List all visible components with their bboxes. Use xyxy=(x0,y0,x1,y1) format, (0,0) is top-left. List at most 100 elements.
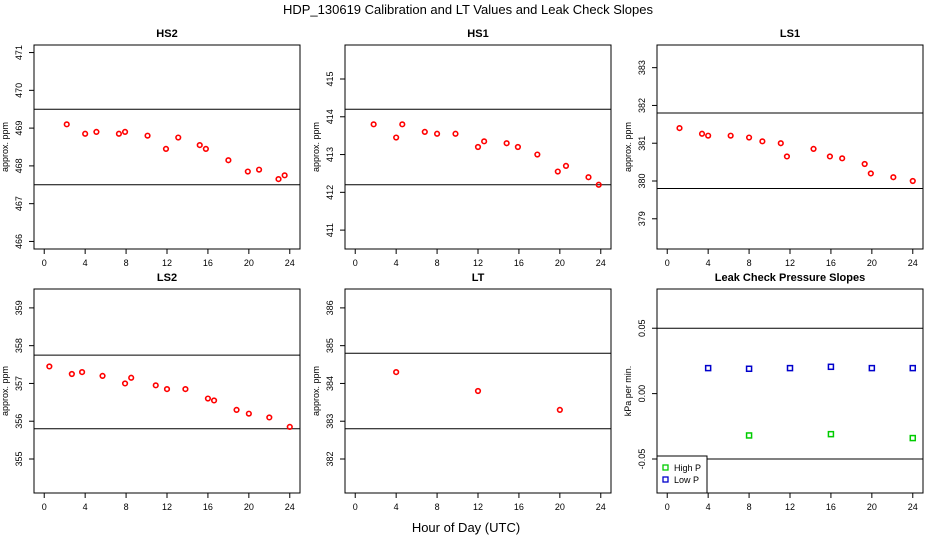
data-point xyxy=(82,130,89,137)
data-point xyxy=(204,395,212,402)
panel-5: LT approx. ppm 0 4 8 12 16 20 24 382 383 384 385 386 xyxy=(311,272,612,512)
x-tick-label: 16 xyxy=(203,258,213,268)
y-tick-label: 382 xyxy=(637,98,647,113)
x-tick-label: 24 xyxy=(285,502,295,512)
x-tick-label: 20 xyxy=(867,258,877,268)
data-point xyxy=(556,406,563,413)
panel-6: Leak Check Pressure Slopes kPa per min. 0 4… xyxy=(623,272,924,512)
y-tick-label: 380 xyxy=(637,173,647,188)
data-point xyxy=(727,132,734,139)
x-tick-label: 8 xyxy=(124,258,129,268)
data-point xyxy=(281,172,288,179)
legend-entry: High P xyxy=(674,463,701,473)
y-axis-label: approx. ppm xyxy=(0,366,10,416)
x-tick-label: 4 xyxy=(706,258,711,268)
data-point xyxy=(275,176,282,183)
y-axis-label: approx. ppm xyxy=(311,122,321,172)
x-tick-label: 20 xyxy=(244,258,254,268)
data-point xyxy=(698,130,706,137)
y-tick-label: -0.05 xyxy=(637,449,647,470)
y-tick-label: 383 xyxy=(637,60,647,75)
x-tick-label: 8 xyxy=(124,502,129,512)
y-tick-label: 357 xyxy=(14,376,24,391)
y-tick-label: 469 xyxy=(14,121,24,136)
data-point-low-p xyxy=(868,364,876,372)
data-point xyxy=(534,151,541,158)
x-tick-label: 4 xyxy=(394,502,399,512)
data-point-low-p xyxy=(704,364,712,372)
data-point xyxy=(121,380,129,387)
data-point xyxy=(370,121,377,128)
x-tick-label: 24 xyxy=(908,502,918,512)
panel-frame xyxy=(656,44,924,250)
x-tick-label: 8 xyxy=(435,258,440,268)
y-tick-label: 411 xyxy=(325,223,335,237)
data-point xyxy=(890,174,897,181)
x-tick-label: 0 xyxy=(665,258,670,268)
data-point xyxy=(861,160,868,168)
x-tick-label: 16 xyxy=(514,258,524,268)
data-point xyxy=(286,423,293,430)
data-point xyxy=(783,153,791,160)
data-point xyxy=(433,130,441,137)
data-point xyxy=(474,387,482,395)
panel-frame xyxy=(344,288,612,494)
x-tick-label: 4 xyxy=(706,502,711,512)
x-tick-label: 24 xyxy=(908,258,918,268)
y-tick-label: 0.00 xyxy=(637,385,647,403)
data-point xyxy=(233,406,240,413)
data-point xyxy=(759,138,766,145)
data-point-low-p xyxy=(745,365,753,373)
y-tick-label: 358 xyxy=(14,338,24,353)
data-point xyxy=(202,145,209,152)
data-point xyxy=(225,157,232,164)
x-tick-label: 12 xyxy=(162,258,172,268)
x-tick-label: 12 xyxy=(473,502,483,512)
data-point xyxy=(452,130,459,137)
x-tick-label: 12 xyxy=(785,502,795,512)
legend-marker xyxy=(662,476,669,483)
data-point xyxy=(705,132,712,139)
y-tick-label: 359 xyxy=(14,300,24,315)
data-point xyxy=(210,397,218,404)
legend-box xyxy=(656,455,708,494)
x-tick-label: 24 xyxy=(596,502,606,512)
data-point xyxy=(514,143,522,151)
data-point xyxy=(68,370,75,378)
data-point xyxy=(481,138,488,145)
x-tick-label: 0 xyxy=(42,258,47,268)
y-tick-label: 0.05 xyxy=(637,319,647,337)
legend-marker xyxy=(662,464,669,471)
data-point xyxy=(554,168,561,175)
y-tick-label: 384 xyxy=(325,376,335,391)
data-point xyxy=(244,168,251,175)
legend-entry: Low P xyxy=(674,475,699,485)
x-tick-label: 20 xyxy=(555,258,565,268)
y-tick-label: 381 xyxy=(637,136,647,151)
panel-title: HS2 xyxy=(156,28,177,40)
y-axis-label: approx. ppm xyxy=(623,122,633,172)
x-tick-label: 0 xyxy=(353,502,358,512)
x-tick-label: 12 xyxy=(785,258,795,268)
panel-frame xyxy=(344,44,612,250)
data-point-low-p xyxy=(827,363,835,371)
data-point xyxy=(162,145,170,152)
x-tick-label: 24 xyxy=(596,258,606,268)
data-point-low-p xyxy=(909,364,917,372)
x-tick-label: 16 xyxy=(826,258,836,268)
y-tick-label: 382 xyxy=(325,451,335,466)
x-tick-label: 12 xyxy=(473,258,483,268)
data-point xyxy=(745,134,753,141)
panel-3: LS1 approx. ppm 0 4 8 12 16 20 24 379 380 381 382 383 xyxy=(623,28,924,268)
data-point xyxy=(393,369,400,376)
data-point xyxy=(474,143,482,151)
y-tick-label: 383 xyxy=(325,414,335,429)
data-point xyxy=(99,372,106,379)
data-point xyxy=(777,140,784,147)
data-point-high-p xyxy=(909,434,917,442)
data-point xyxy=(421,128,428,135)
data-point xyxy=(182,386,189,393)
y-tick-label: 415 xyxy=(325,71,335,86)
x-tick-label: 20 xyxy=(244,502,254,512)
